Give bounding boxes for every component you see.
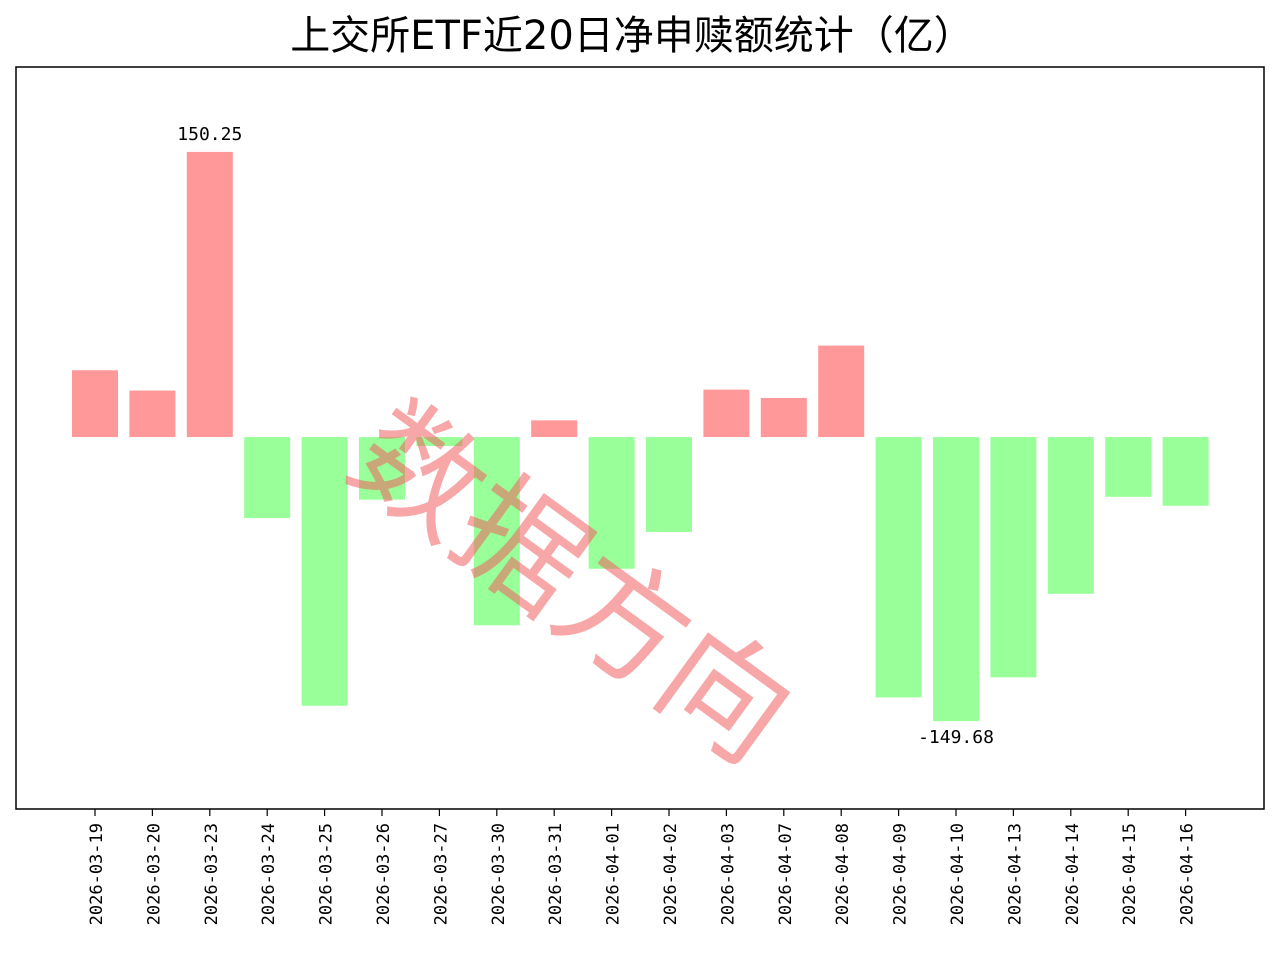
x-tick-label: 2026-04-09: [891, 823, 911, 925]
x-tick-label: 2026-04-14: [1063, 823, 1083, 925]
x-tick-label: 2026-04-13: [1005, 823, 1025, 925]
bar-2026-03-26: [359, 437, 405, 500]
x-tick-label: 2026-03-27: [431, 823, 451, 925]
bar-2026-03-30: [473, 437, 520, 626]
x-tick-label: 2026-03-25: [317, 823, 337, 925]
x-tick-label: 2026-03-31: [546, 823, 566, 925]
bar-2026-04-10: [933, 437, 979, 722]
x-tick-label: 2026-03-19: [87, 823, 107, 925]
bar-2026-03-24: [244, 437, 291, 519]
data-label: -149.68: [918, 727, 994, 748]
x-tick-label: 2026-03-30: [489, 823, 509, 925]
bars-layer: [72, 151, 1209, 722]
bar-2026-04-15: [1105, 437, 1152, 497]
x-tick-label: 2026-03-26: [374, 823, 394, 925]
bar-2026-04-16: [1162, 437, 1209, 506]
x-tick-label: 2026-03-24: [259, 823, 279, 925]
chart-title: 上交所ETF近20日净申赎额统计（亿）: [290, 13, 974, 59]
bar-2026-04-08: [818, 345, 865, 438]
bar-2026-03-31: [531, 420, 578, 438]
data-labels-layer: 150.25 -149.68: [177, 124, 994, 748]
bar-2026-04-09: [875, 437, 922, 698]
x-tick-label: 2026-03-20: [144, 823, 164, 925]
bar-2026-04-07: [760, 397, 807, 438]
x-tick-label: 2026-04-16: [1178, 823, 1198, 925]
bar-2026-03-19: [72, 370, 118, 438]
data-label: 150.25: [177, 124, 242, 145]
x-tick-label: 2026-04-15: [1120, 823, 1140, 925]
x-tick-label: 2026-04-08: [833, 823, 853, 925]
plot-frame: [15, 66, 1265, 810]
bar-2026-03-23: [186, 151, 233, 438]
bar-2026-04-02: [646, 437, 692, 532]
x-tick-label: 2026-04-07: [776, 823, 796, 925]
bar-2026-03-20: [129, 390, 176, 438]
x-tick-label: 2026-04-01: [604, 823, 624, 925]
x-axis: 2026-03-19 2026-03-20 2026-03-23 2026-03-24…: [87, 809, 1198, 925]
bar-2026-03-27: [416, 437, 463, 446]
x-tick-label: 2026-03-23: [202, 823, 222, 925]
bar-2026-04-01: [588, 437, 635, 569]
bar-2026-03-25: [301, 437, 348, 706]
x-tick-label: 2026-04-02: [661, 823, 681, 925]
bar-2026-04-13: [990, 437, 1037, 678]
x-tick-label: 2026-04-03: [718, 823, 738, 925]
x-tick-label: 2026-04-10: [948, 823, 968, 925]
bar-2026-04-03: [703, 389, 750, 438]
bar-2026-04-14: [1047, 437, 1094, 594]
